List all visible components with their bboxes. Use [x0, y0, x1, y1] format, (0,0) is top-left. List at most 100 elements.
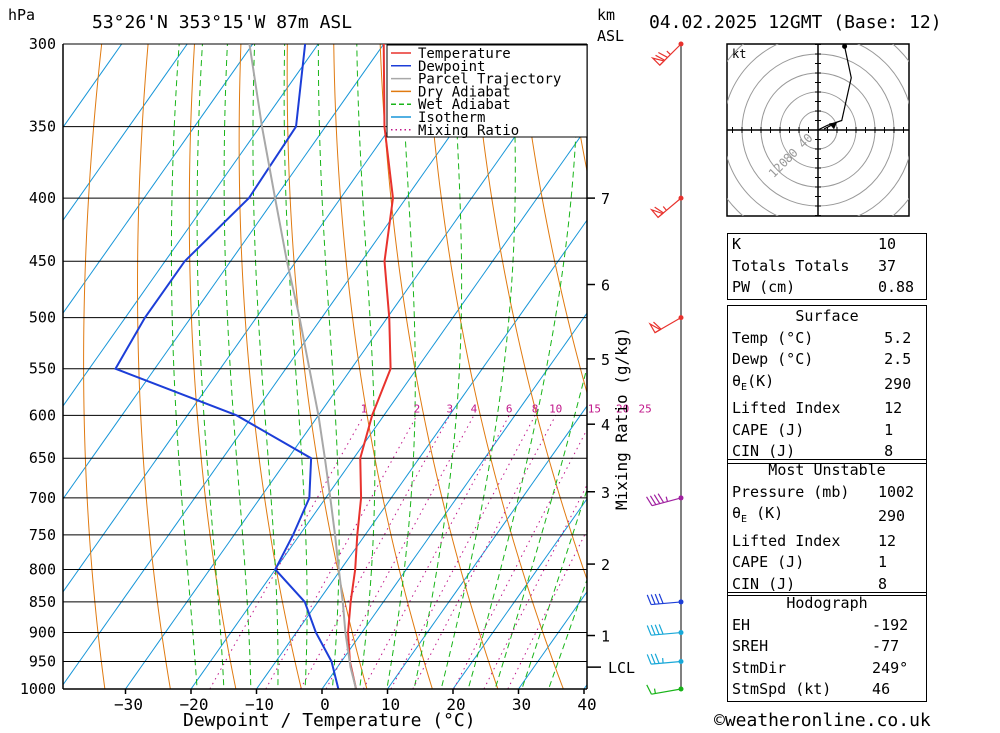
- hodograph-trace: [817, 46, 852, 131]
- mu-row-theta-e: θE (K) 290: [728, 503, 927, 531]
- wind-barb: [649, 195, 684, 219]
- indices-basic-table: K 10 Totals Totals 37 PW (cm) 0.88: [727, 233, 927, 300]
- value: 0.88: [877, 278, 915, 296]
- mixing-ratio-label: 20: [616, 402, 629, 415]
- km-tick-label: 6: [601, 277, 610, 295]
- legend-label: Temperature: [418, 46, 511, 62]
- label: CAPE (J): [732, 420, 805, 439]
- wind-barb-half-feather: [653, 688, 656, 694]
- wet-adiabat-line: [494, 365, 587, 689]
- isotherm-line: [63, 44, 188, 222]
- pressure-tick-label: 700: [29, 489, 56, 507]
- x-tick-label: 40: [577, 695, 596, 714]
- wind-barb: [650, 41, 684, 67]
- wind-barb-feather: [654, 593, 660, 605]
- value: 2.5: [884, 350, 912, 368]
- mixing-ratio-line: [300, 415, 451, 689]
- value: 46: [872, 680, 891, 698]
- pressure-tick-label: 350: [29, 118, 56, 136]
- wind-barb-feather: [646, 684, 652, 695]
- dry-adiabat-line: [238, 44, 302, 689]
- km-tick-label: 7: [601, 190, 610, 208]
- mixing-ratio-line: [390, 415, 536, 689]
- dry-adiabat-line: [286, 44, 368, 689]
- label: Lifted Index: [732, 399, 841, 417]
- wind-barb-shaft: [651, 660, 682, 665]
- dry-adiabat-line: [83, 44, 106, 689]
- mixing-ratio-label: 1: [361, 402, 368, 415]
- pressure-tick-label: 450: [29, 252, 56, 270]
- mixing-ratio-line: [265, 415, 418, 689]
- km-tick-label: 4: [601, 416, 610, 434]
- wet-adiabat-line: [440, 44, 516, 689]
- wind-barb-feather: [654, 206, 664, 214]
- x-tick-label: 20: [446, 695, 465, 714]
- dry-adiabat-line: [925, 7, 1000, 715]
- dry-adiabat-line: [472, 44, 587, 581]
- wind-barb: [646, 593, 684, 606]
- dewpoint-profile: [114, 44, 340, 689]
- surface-row-cin: CIN (J) 8: [728, 441, 927, 463]
- temperature-profile: [347, 44, 394, 689]
- wind-barb-feather: [655, 54, 666, 61]
- pressure-tick-label: 650: [29, 449, 56, 467]
- km-label: km: [597, 6, 616, 24]
- surface-row-li: Lifted Index 12: [728, 398, 927, 420]
- dry-adiabat-line: [188, 44, 237, 689]
- wind-barb: [646, 624, 684, 636]
- pressure-tick-label: 850: [29, 593, 56, 611]
- wind-barb-feather: [646, 594, 652, 605]
- label: SREH: [732, 637, 769, 655]
- legend-label: Mixing Ratio: [418, 123, 519, 139]
- wind-barb-feather: [646, 654, 652, 665]
- hodo-row-stmdir: StmDir 249°: [728, 658, 927, 680]
- pressure-tick-label: 550: [29, 360, 56, 378]
- isotherm-line: [63, 44, 516, 686]
- mu-row-cin: CIN (J) 8: [728, 574, 927, 596]
- surface-table: Surface Temp (°C) 5.2 Dewp (°C) 2.5 θE(K) 2…: [727, 305, 927, 464]
- isotherm-line: [321, 312, 587, 689]
- pressure-tick-label: 950: [29, 653, 56, 671]
- value: -192: [872, 615, 909, 634]
- wind-barb-feather: [654, 624, 660, 635]
- wind-barb-feather: [646, 625, 652, 636]
- wind-barb-pennant: [650, 57, 666, 67]
- wet-adiabat-line: [356, 44, 376, 689]
- hodograph-title: Hodograph: [786, 594, 868, 612]
- legend-label: Isotherm: [418, 110, 485, 126]
- wind-barb-feather: [653, 494, 661, 504]
- label: K: [732, 235, 742, 253]
- wind-barb-feather: [658, 593, 664, 604]
- wet-adiabat-line: [413, 44, 463, 689]
- legend-label: Dewpoint: [418, 59, 485, 75]
- mixing-ratio-label: 2: [414, 402, 421, 415]
- mixing-ratio-label: 8: [532, 402, 539, 415]
- label: θE (K): [732, 504, 784, 525]
- isotherm-line: [190, 126, 587, 689]
- label: EH: [732, 615, 751, 634]
- wind-barb-half-feather: [662, 206, 667, 211]
- wind-barb-feather: [658, 51, 668, 58]
- mu-row-pressure: Pressure (mb) 1002: [728, 482, 927, 504]
- dry-adiabat-line: [137, 44, 171, 689]
- dry-adiabat-line: [518, 44, 587, 395]
- most-unstable-table: Most Unstable Pressure (mb) 1002 θE (K) 29…: [727, 459, 927, 596]
- dry-adiabat-line: [971, 7, 1000, 715]
- value: 10: [877, 235, 897, 253]
- label: CAPE (J): [732, 553, 805, 571]
- wind-barb: [646, 493, 684, 507]
- wind-barb-feather: [650, 594, 656, 605]
- hodograph-unit-label: kt: [732, 47, 746, 61]
- location-title: 53°26'N 353°15'W 87m ASL: [92, 12, 353, 33]
- wet-adiabat-line: [467, 44, 579, 689]
- hodo-row-sreh: SREH -77: [728, 636, 927, 658]
- value: 1: [884, 420, 894, 439]
- mixing-ratio-label: 6: [506, 402, 513, 415]
- wet-adiabat-line: [317, 44, 340, 689]
- pressure-tick-label: 800: [29, 560, 56, 578]
- wind-barb-feather: [653, 321, 662, 330]
- legend-label: Parcel Trajectory: [418, 72, 561, 88]
- label: Pressure (mb): [732, 482, 850, 501]
- mixing-ratio-label: 10: [549, 402, 562, 415]
